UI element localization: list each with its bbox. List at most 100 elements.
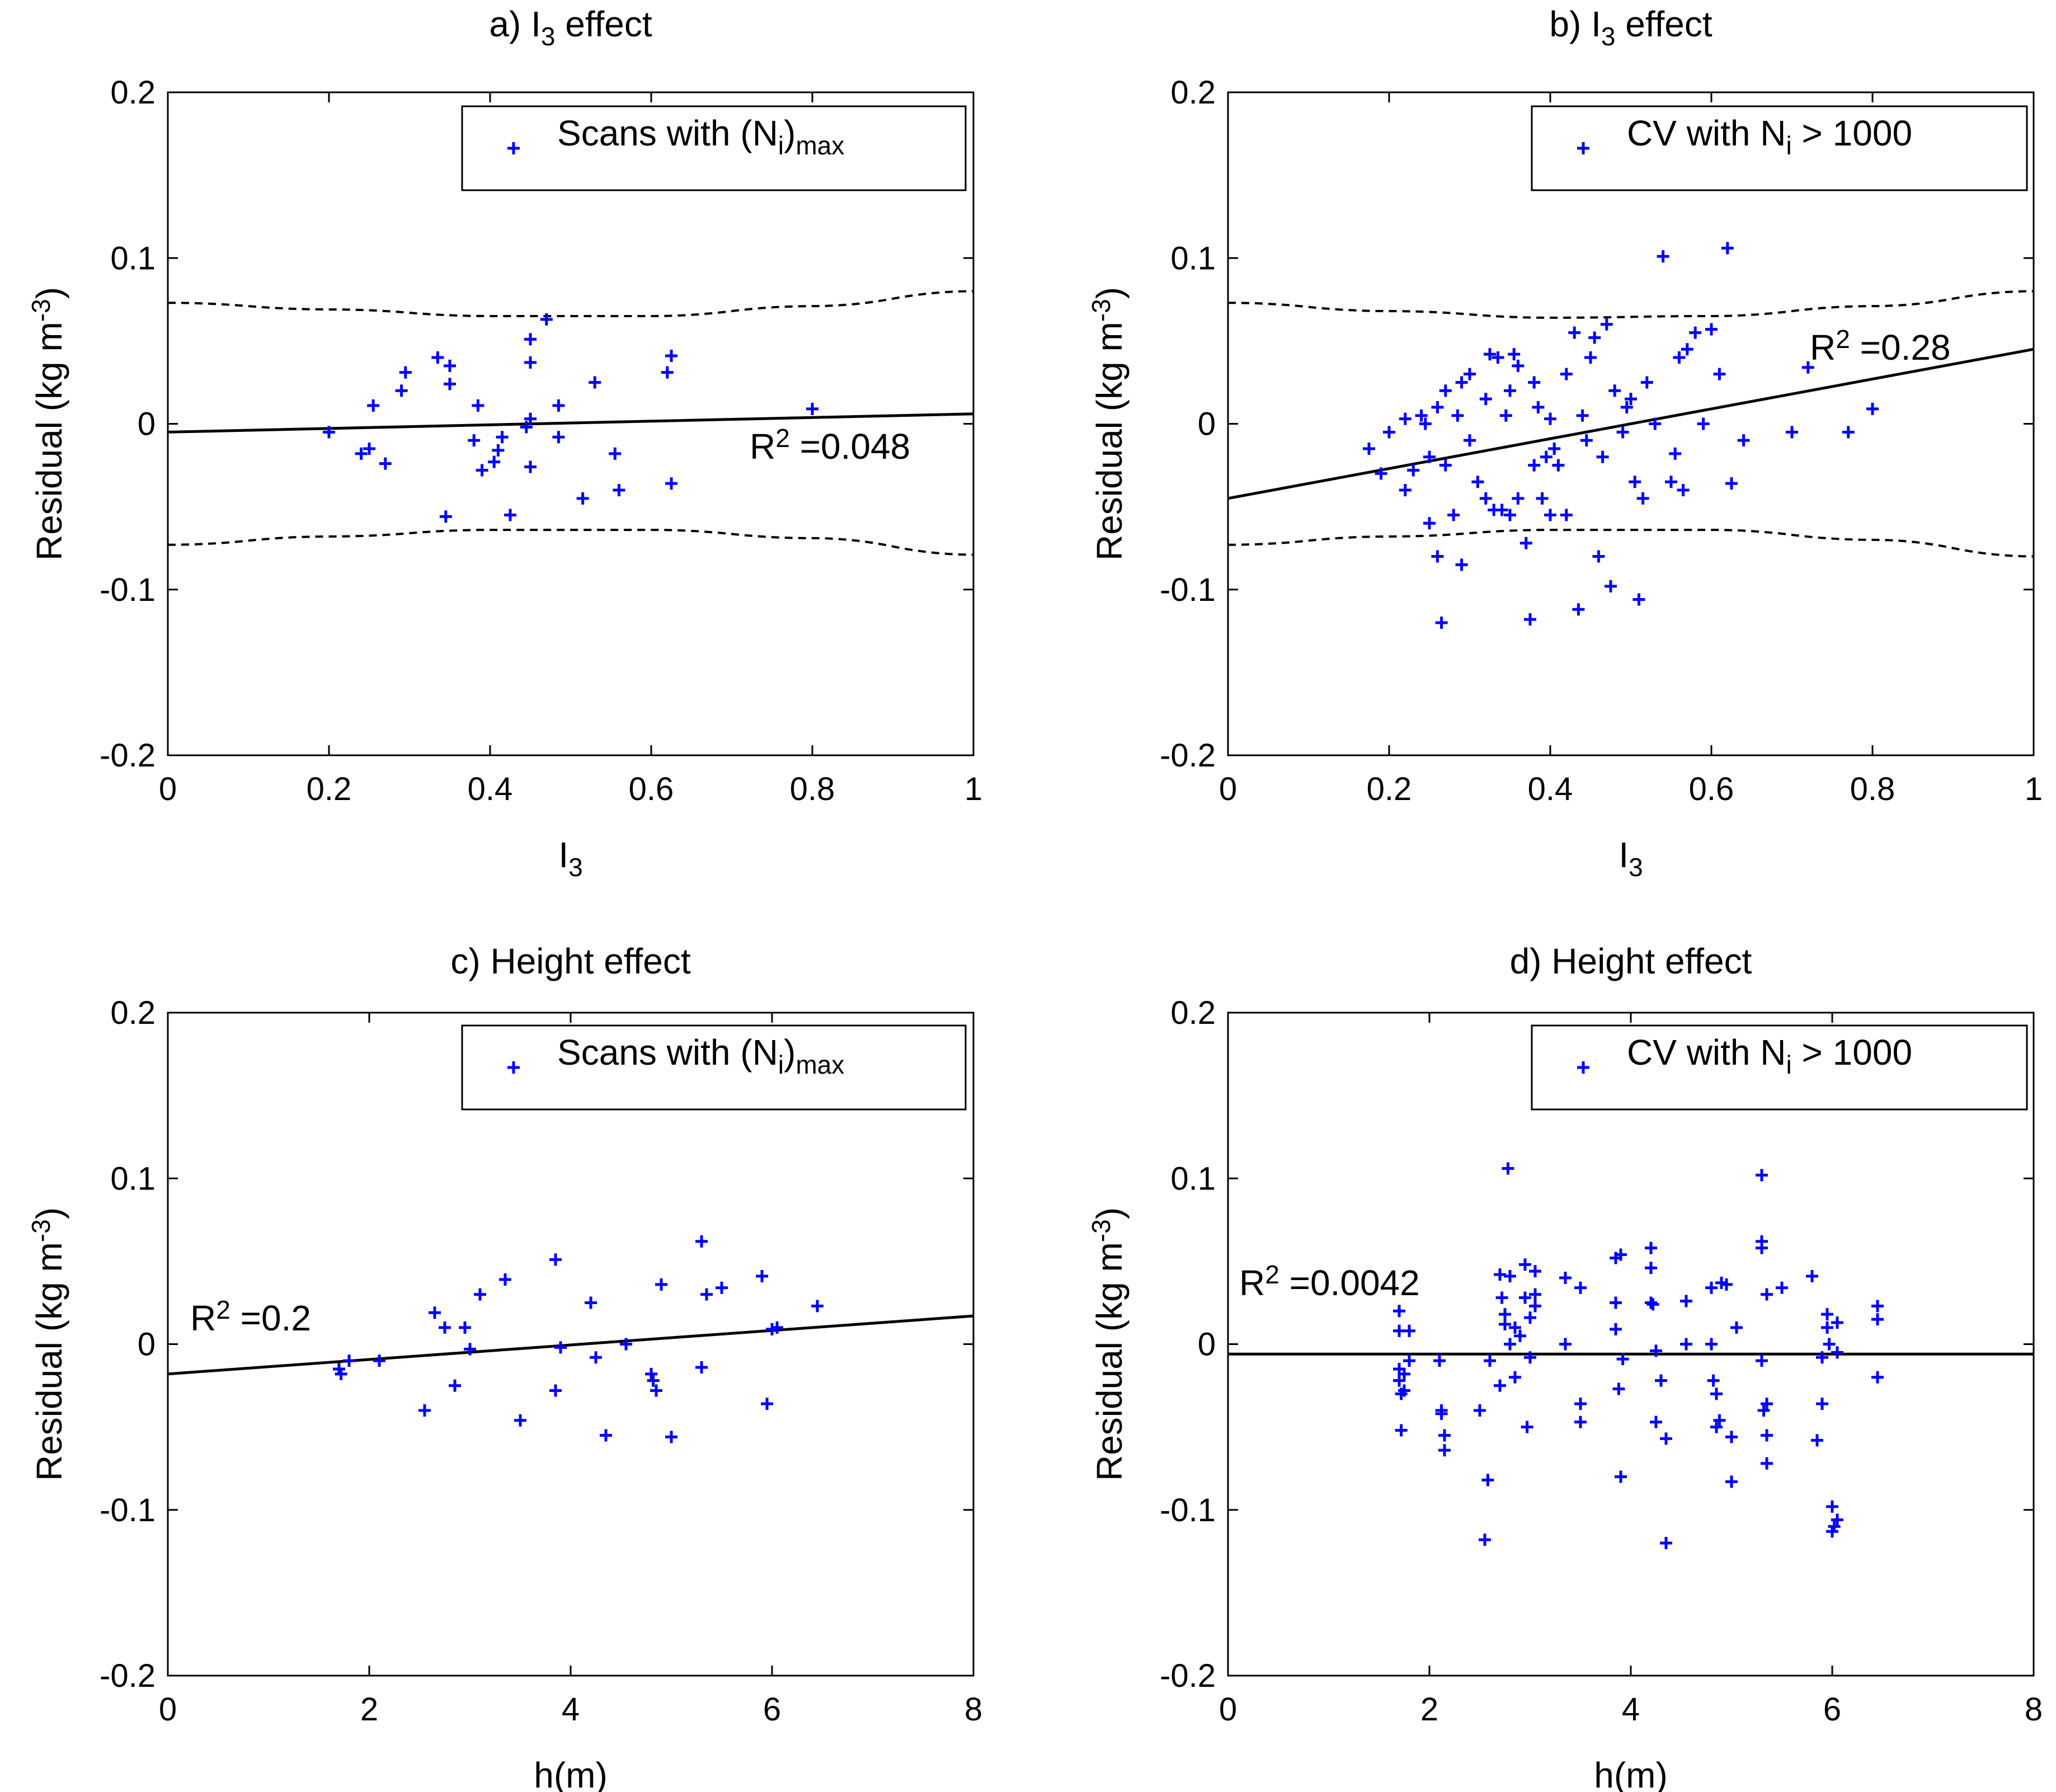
data-point [1649,417,1662,430]
data-point [1524,1311,1536,1324]
data-point [1494,1379,1506,1392]
y-tick-label: 0.2 [110,995,156,1031]
data-point [1871,1313,1884,1326]
data-point [1786,426,1798,439]
data-point [1677,484,1690,496]
confidence-bound-upper [167,290,974,317]
data-point [665,350,678,363]
data-point [576,492,589,505]
data-point [1720,1278,1733,1291]
y-tick-label: 0.1 [1170,1160,1216,1197]
legend-box [461,105,967,191]
x-tick-label: 0 [159,1691,177,1728]
panel-title: d) Height effect [1510,941,1752,981]
data-point [1605,580,1617,592]
y-axis-label: Residual (kg m-3) [26,287,69,561]
legend-marker [507,1061,520,1074]
data-point [1524,1351,1536,1364]
y-tick-label: 0 [1198,1327,1216,1363]
data-point [771,1321,783,1334]
data-point [1713,1414,1726,1427]
data-point [367,399,380,412]
data-point [1640,376,1653,389]
data-point [1625,393,1637,406]
x-tick-label: 6 [763,1691,781,1728]
y-axis-label: Residual (kg m-3) [1086,1207,1130,1481]
data-point [1610,1296,1622,1309]
legend: CV with Ni > 1000 [1531,1024,2028,1111]
data-point [514,1414,526,1427]
data-point [1529,1265,1541,1278]
x-tick-label: 1 [965,771,982,807]
data-point [492,444,505,457]
data-point [1657,250,1669,263]
data-point [1821,1308,1833,1321]
data-point [1612,1382,1625,1395]
data-point [1499,1318,1511,1330]
data-point [1673,351,1686,364]
data-point [665,477,678,490]
data-point [1776,1281,1788,1294]
x-tick-label: 0 [1219,1691,1237,1728]
data-point [1471,476,1484,488]
data-point [1492,351,1504,364]
data-point [1474,1404,1486,1417]
data-point [1435,1407,1448,1420]
data-point [1737,434,1750,447]
data-point [323,426,335,439]
data-point [1730,1321,1743,1334]
data-point [1435,617,1448,629]
data-point [1761,1429,1773,1442]
y-tick-label: 0.1 [110,240,156,276]
data-point [1826,1500,1838,1513]
data-point [1455,558,1468,571]
panel-d: -0.2 -0.1 0 0.1 0.2 0 2 4 6 8 d) Height effect h(m)… [1086,941,2043,1792]
data-point [1540,450,1552,463]
y-tick-label: -0.2 [100,1658,156,1694]
data-point [1479,1534,1491,1546]
y-tick-label: -0.1 [1160,572,1216,608]
data-point [444,359,456,372]
data-point [363,442,375,455]
data-point [1519,1258,1531,1271]
data-point [1544,412,1556,425]
data-point [439,1321,451,1334]
data-point [499,1273,511,1286]
data-point [1528,459,1541,472]
data-point [1592,550,1605,563]
data-point [756,1270,768,1283]
legend-marker [1577,1061,1589,1074]
x-tick-label: 0.4 [468,771,513,807]
legend-marker [507,142,520,154]
y-tick-label: -0.1 [1160,1492,1216,1528]
legend-label: CV with Ni > 1000 [1627,1032,1912,1079]
data-point [661,366,674,379]
data-point [1502,1162,1514,1175]
data-point [1632,593,1645,606]
data-point [474,1288,486,1301]
data-point [1710,1387,1723,1400]
data-point [1574,1415,1587,1428]
y-tick-label: -0.1 [100,1492,156,1528]
data-point [1484,1354,1496,1367]
x-tick-label: 8 [965,1691,982,1728]
data-point [1757,1404,1770,1417]
data-point [600,1429,612,1442]
data-point [700,1288,713,1301]
data-point [1574,1281,1587,1294]
data-point [1447,509,1460,521]
data-point [554,1341,567,1354]
data-point [1529,1288,1541,1301]
data-point [1756,1169,1768,1182]
data-point [1484,348,1496,361]
data-point [1572,603,1585,616]
data-point [1393,1374,1405,1387]
data-point [1680,1338,1692,1351]
x-tick-label: 0.8 [790,771,835,807]
data-point [1645,1262,1657,1274]
data-point [1831,1316,1843,1329]
data-point [444,378,456,391]
data-point [1608,384,1621,397]
data-point [468,434,481,447]
data-point [1479,492,1492,505]
